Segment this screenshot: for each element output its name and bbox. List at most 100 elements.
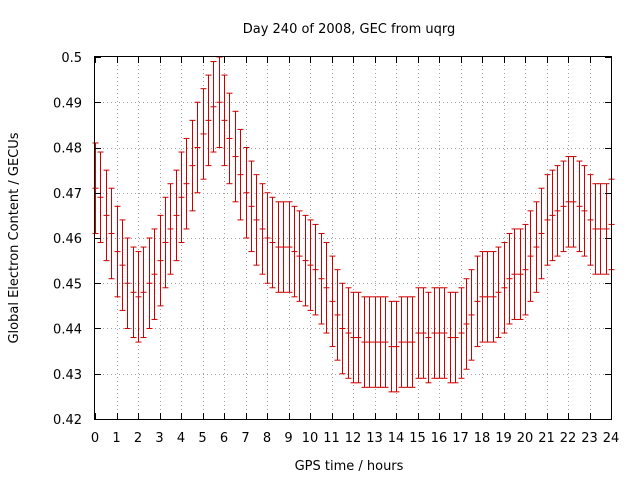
- x-tick-label: 5: [198, 431, 206, 446]
- data-point: [425, 291, 432, 384]
- data-point: [345, 287, 352, 379]
- data-point: [366, 296, 373, 388]
- data-point: [581, 165, 588, 257]
- data-point: [157, 214, 164, 307]
- data-point: [108, 187, 115, 280]
- data-point: [178, 151, 185, 244]
- x-tick-label: 22: [560, 431, 577, 446]
- data-marks: [92, 56, 615, 393]
- data-point: [468, 269, 475, 361]
- data-point: [474, 255, 481, 348]
- data-point: [420, 287, 427, 379]
- x-tick-label: 13: [366, 431, 383, 446]
- y-tick-label: 0.46: [53, 232, 82, 247]
- data-point: [210, 61, 217, 153]
- x-tick-label: 6: [220, 431, 228, 446]
- x-tick-label: 23: [581, 431, 598, 446]
- data-point: [323, 242, 330, 334]
- x-tick-label: 10: [302, 431, 319, 446]
- x-axis-label: GPS time / hours: [295, 459, 404, 474]
- data-point: [173, 169, 180, 262]
- data-point: [603, 183, 610, 275]
- y-tick-label: 0.43: [53, 368, 82, 383]
- data-point: [140, 246, 147, 339]
- x-tick-label: 16: [431, 431, 448, 446]
- data-point: [452, 291, 459, 384]
- data-point: [511, 228, 518, 320]
- data-point: [458, 287, 465, 379]
- data-point: [135, 251, 142, 343]
- data-point: [495, 246, 502, 339]
- data-point: [167, 183, 174, 275]
- data-point: [269, 196, 276, 289]
- x-tick-label: 11: [323, 431, 340, 446]
- data-point: [119, 219, 126, 311]
- data-point: [183, 137, 190, 230]
- data-point: [296, 210, 303, 302]
- data-point: [533, 201, 540, 293]
- data-point: [312, 223, 319, 316]
- data-point: [490, 251, 497, 343]
- data-point: [130, 246, 137, 339]
- data-point: [329, 255, 336, 348]
- x-tick-label: 21: [538, 431, 555, 446]
- data-point: [194, 101, 201, 194]
- chart-title: Day 240 of 2008, GEC from uqrg: [243, 22, 456, 37]
- data-point: [501, 242, 508, 334]
- data-point: [162, 196, 169, 289]
- data-point: [538, 187, 545, 280]
- data-point: [560, 160, 567, 253]
- data-point: [318, 232, 325, 325]
- x-tick-label: 1: [112, 431, 120, 446]
- data-point: [522, 223, 529, 316]
- data-point: [205, 74, 212, 167]
- data-point: [286, 201, 293, 293]
- data-point: [484, 251, 491, 343]
- plot-frame: [94, 56, 612, 420]
- data-point: [447, 291, 454, 384]
- y-tick-label: 0.42: [53, 413, 82, 428]
- data-point: [114, 205, 121, 298]
- x-tick-label: 0: [91, 431, 99, 446]
- data-point: [124, 237, 131, 329]
- y-axis-label: Global Electron Content / GECUs: [7, 132, 22, 343]
- data-point: [355, 291, 362, 384]
- y-tick-label: 0.44: [53, 323, 82, 338]
- data-point: [226, 92, 233, 185]
- data-point: [253, 174, 260, 266]
- data-point: [189, 119, 196, 212]
- data-point: [517, 228, 524, 320]
- x-tick-label: 12: [345, 431, 362, 446]
- data-point: [544, 174, 551, 266]
- data-point: [216, 56, 223, 148]
- data-point: [334, 269, 341, 361]
- x-tick-label: 14: [388, 431, 405, 446]
- y-tick-label: 0.48: [53, 142, 82, 157]
- data-point: [597, 183, 604, 275]
- y-tick-label: 0.47: [53, 187, 82, 202]
- data-point: [549, 169, 556, 262]
- data-point: [463, 278, 470, 370]
- data-point: [146, 237, 153, 329]
- data-point: [393, 300, 400, 393]
- x-tick-label: 3: [155, 431, 163, 446]
- data-point: [382, 296, 389, 388]
- x-tick-label: 4: [177, 431, 185, 446]
- x-tick-label: 18: [474, 431, 491, 446]
- data-point: [221, 74, 228, 167]
- data-point: [248, 160, 255, 253]
- data-point: [409, 296, 416, 388]
- x-tick-label: 8: [263, 431, 271, 446]
- x-tick-label: 9: [284, 431, 292, 446]
- x-tick-label: 20: [517, 431, 534, 446]
- y-tick-label: 0.5: [61, 51, 82, 66]
- data-point: [237, 128, 244, 221]
- data-point: [587, 174, 594, 266]
- data-point: [576, 160, 583, 253]
- data-point: [151, 228, 158, 320]
- data-point: [506, 232, 513, 325]
- data-point: [259, 183, 266, 275]
- x-tick-labels: 0 1 2 3 4 5 6 7 8 9 10 11 12 13 14 15 16 17 18 19 20 21 22 23 24: [91, 431, 619, 446]
- data-point: [554, 165, 561, 257]
